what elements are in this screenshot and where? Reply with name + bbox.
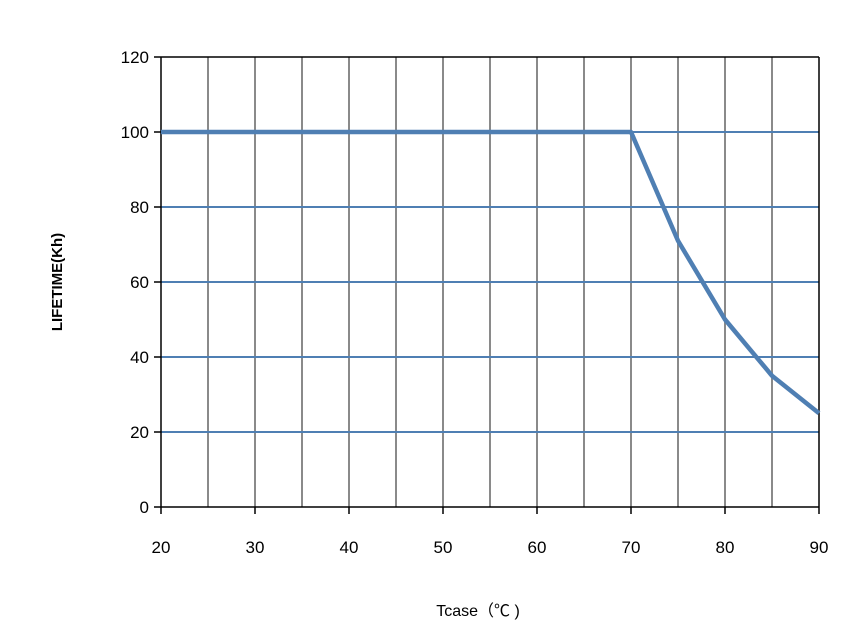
- y-axis-label: LIFETIME(Kh): [49, 233, 66, 331]
- y-tick-label: 60: [130, 273, 149, 292]
- x-tick-label: 70: [622, 538, 641, 557]
- y-tick-label: 40: [130, 348, 149, 367]
- series-group: [160, 129, 821, 416]
- x-tick-label: 40: [340, 538, 359, 557]
- x-axis-label: Tcase（℃ ): [436, 602, 520, 620]
- axes: [154, 56, 820, 514]
- x-tick-label: 30: [246, 538, 265, 557]
- series-line: [161, 129, 821, 416]
- y-tick-label: 0: [140, 498, 149, 517]
- x-tick-label: 50: [434, 538, 453, 557]
- x-tick-label: 80: [716, 538, 735, 557]
- y-tick-label: 120: [121, 48, 149, 67]
- y-tick-labels: 0 20 40 60 80 100 120: [121, 48, 149, 517]
- x-tick-label: 20: [152, 538, 171, 557]
- y-tick-label: 100: [121, 123, 149, 142]
- x-tick-label: 60: [528, 538, 547, 557]
- x-tick-label: 90: [810, 538, 829, 557]
- y-tick-label: 80: [130, 198, 149, 217]
- x-tick-labels: 20 30 40 50 60 70 80 90: [152, 538, 829, 557]
- y-tick-label: 20: [130, 423, 149, 442]
